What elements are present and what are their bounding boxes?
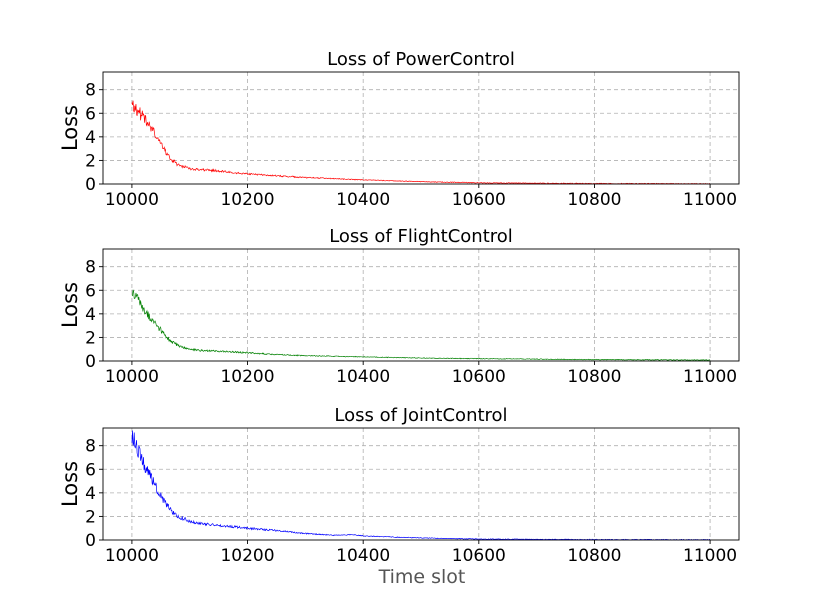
x-tick-label: 10600	[452, 190, 506, 210]
y-tick-label: 8	[85, 81, 96, 101]
x-tick-label: 10000	[105, 190, 159, 210]
subplot-power-control: 10000 10200 10400 10600 10800 11000 0 2 4 6 8 Loss …	[58, 49, 740, 210]
y-tick-label: 4	[85, 484, 96, 504]
x-tick-label: 10800	[567, 367, 621, 387]
subplot-title: Loss of JointControl	[334, 405, 507, 426]
x-axis-label: Time slot	[378, 566, 466, 588]
plot-frame	[102, 248, 740, 362]
y-tick-label: 2	[85, 507, 96, 527]
x-tick-label: 10800	[567, 546, 621, 566]
x-tick-label: 10600	[452, 367, 506, 387]
loss-series-line	[131, 430, 711, 541]
y-tick-label: 6	[85, 460, 96, 480]
y-axis-label: Loss	[58, 461, 82, 507]
x-tick-label: 10200	[220, 190, 274, 210]
subplot-title: Loss of FlightControl	[329, 226, 513, 247]
x-tick-label: 10400	[336, 546, 390, 566]
subplot-joint-control: 10000 10200 10400 10600 10800 11000 0 2 4 6 8 Loss …	[58, 405, 740, 566]
x-tick-label: 11000	[683, 546, 737, 566]
y-tick-label: 2	[85, 151, 96, 171]
x-tick-label: 10200	[220, 367, 274, 387]
x-tick-label: 11000	[683, 190, 737, 210]
subplot-flight-control: 10000 10200 10400 10600 10800 11000 0 2 4 6 8 Loss …	[58, 226, 740, 387]
y-tick-label: 6	[85, 281, 96, 301]
x-tick-label: 10600	[452, 546, 506, 566]
y-axis-label: Loss	[58, 105, 82, 151]
x-tick-label: 10200	[220, 546, 274, 566]
x-tick-label: 10800	[567, 190, 621, 210]
plot-frame	[102, 427, 740, 541]
y-tick-label: 8	[85, 258, 96, 278]
y-axis-label: Loss	[58, 282, 82, 328]
y-tick-label: 0	[85, 175, 96, 195]
y-tick-label: 8	[85, 437, 96, 457]
y-tick-label: 4	[85, 305, 96, 325]
y-tick-label: 4	[85, 128, 96, 148]
x-tick-label: 10000	[105, 367, 159, 387]
x-tick-label: 10400	[336, 367, 390, 387]
plot-frame	[102, 71, 740, 185]
loss-series-line	[131, 289, 711, 361]
y-tick-label: 6	[85, 104, 96, 124]
x-tick-label: 11000	[683, 367, 737, 387]
x-tick-label: 10000	[105, 546, 159, 566]
subplot-title: Loss of PowerControl	[327, 49, 515, 70]
y-tick-label: 2	[85, 328, 96, 348]
y-tick-label: 0	[85, 531, 96, 551]
y-tick-label: 0	[85, 352, 96, 372]
x-tick-label: 10400	[336, 190, 390, 210]
